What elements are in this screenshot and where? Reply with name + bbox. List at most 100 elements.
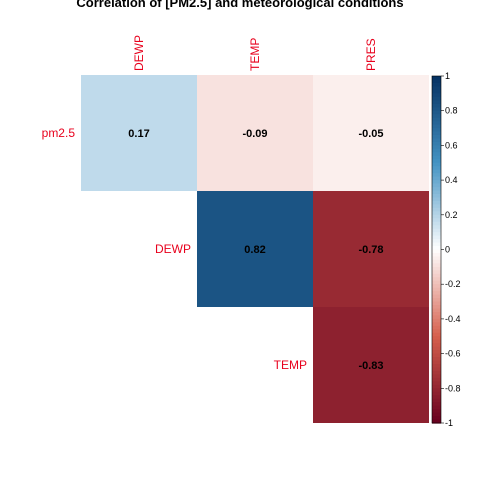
cell-value-pm2-5-temp: -0.09 [242, 128, 267, 140]
colorbar-segment [432, 176, 441, 181]
col-label-temp: TEMP [248, 38, 262, 71]
colorbar-segment [432, 263, 441, 268]
colorbar-segment [432, 218, 441, 223]
colorbar-segment [432, 93, 441, 98]
cell-pm2-5-pres [313, 75, 429, 191]
cell-pm2-5-temp [197, 75, 313, 191]
colorbar-segment [432, 79, 441, 84]
colorbar-tick-label: 0.2 [445, 210, 458, 220]
colorbar-segment [432, 357, 441, 362]
colorbar-segment [432, 89, 441, 94]
colorbar-segment [432, 221, 441, 226]
colorbar-segment [432, 353, 441, 358]
colorbar-segment [432, 325, 441, 330]
colorbar-segment [432, 395, 441, 400]
colorbar-segment [432, 360, 441, 365]
cell-value-dewp-temp: 0.82 [244, 244, 265, 256]
colorbar-segment [432, 402, 441, 407]
colorbar-segment [432, 259, 441, 264]
colorbar-segment [432, 294, 441, 299]
colorbar-segment [432, 128, 441, 133]
colorbar-tick-label: 0.4 [445, 175, 458, 185]
colorbar-segment [432, 134, 441, 140]
colorbar-segment [432, 228, 441, 233]
colorbar-segment [432, 204, 441, 209]
colorbar-segment [432, 419, 441, 424]
colorbar-segment [432, 246, 441, 251]
colorbar-segment [432, 332, 441, 337]
colorbar-segment [432, 270, 441, 275]
colorbar-segment [432, 214, 441, 219]
colorbar-segment [432, 305, 441, 310]
colorbar-segment [432, 82, 441, 88]
colorbar-segment [432, 412, 441, 417]
colorbar-segment [432, 232, 441, 237]
colorbar-segment [432, 187, 441, 192]
colorbar-segment [432, 287, 441, 292]
colorbar-segment [432, 256, 441, 261]
colorbar-segment [432, 96, 441, 101]
colorbar-segment [432, 377, 441, 382]
colorbar-segment [432, 76, 441, 81]
colorbar-tick-label: -0.8 [445, 383, 461, 393]
colorbar-tick-label: -1 [445, 418, 453, 428]
colorbar-segment [432, 166, 441, 171]
colorbar-segment [432, 183, 441, 188]
cell-pm2-5-dewp [81, 75, 197, 191]
colorbar-segment [432, 145, 441, 150]
colorbar-tick-label: 0 [445, 245, 450, 255]
colorbar-segment [432, 239, 441, 244]
colorbar-segment [432, 200, 441, 205]
colorbar-segment [432, 159, 441, 164]
colorbar-tick-label: -0.2 [445, 279, 461, 289]
colorbar-segment [432, 405, 441, 410]
colorbar-segment [432, 107, 441, 112]
colorbar-segment [432, 266, 441, 271]
colorbar-segment [432, 280, 441, 285]
colorbar-segment [432, 211, 441, 216]
colorbar-segment [432, 367, 441, 372]
colorbar-segment [432, 364, 441, 369]
cell-value-pm2-5-pres: -0.05 [358, 128, 383, 140]
cell-value-dewp-pres: -0.78 [358, 244, 383, 256]
colorbar-segment [432, 86, 441, 91]
colorbar-tick-label: 1 [445, 71, 450, 81]
colorbar-segment [432, 381, 441, 386]
colorbar-segment [432, 343, 441, 348]
colorbar-segment [432, 180, 441, 185]
colorbar-segment [432, 242, 441, 247]
col-label-dewp: DEWP [132, 35, 146, 71]
chart-title: Correlation of [PM2.5] and meteorologica… [76, 0, 403, 10]
col-label-pres: PRES [364, 38, 378, 71]
colorbar-segment [432, 388, 441, 393]
colorbar-segment [432, 370, 441, 376]
colorbar-segment [432, 235, 441, 240]
colorbar-segment [432, 110, 441, 115]
cell-temp-pres [313, 307, 429, 423]
row-label-pm2-5: pm2.5 [42, 126, 76, 140]
cell-value-temp-pres: -0.83 [358, 360, 383, 372]
colorbar-tick-label: 0.8 [445, 106, 458, 116]
colorbar-segment [432, 336, 441, 341]
colorbar-segment [432, 249, 441, 254]
colorbar-segment [432, 197, 441, 202]
colorbar-segment [432, 315, 441, 320]
row-label-dewp: DEWP [155, 242, 191, 256]
colorbar-segment [432, 100, 441, 105]
colorbar-segment [432, 252, 441, 258]
colorbar-segment [432, 311, 441, 317]
colorbar-segment [432, 308, 441, 313]
colorbar-segment [432, 121, 441, 126]
colorbar-segment [432, 409, 441, 414]
colorbar-segment [432, 273, 441, 278]
colorbar-segment [432, 398, 441, 403]
colorbar-tick-label: 0.6 [445, 140, 458, 150]
colorbar-tick-label: -0.6 [445, 349, 461, 359]
colorbar-segment [432, 329, 441, 334]
colorbar-segment [432, 117, 441, 122]
colorbar-segment [432, 173, 441, 178]
colorbar-segment [432, 350, 441, 355]
colorbar-segment [432, 193, 441, 199]
colorbar-segment [432, 103, 441, 108]
colorbar-segment [432, 155, 441, 160]
